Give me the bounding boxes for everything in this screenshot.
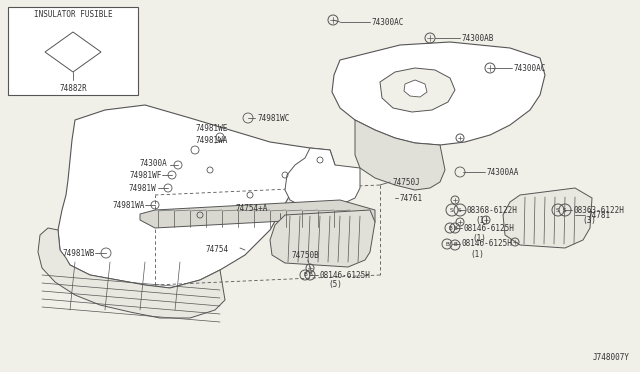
Text: 74761: 74761 [400,193,423,202]
Text: 74781: 74781 [588,211,611,219]
Text: (5): (5) [328,280,342,289]
Text: B: B [453,225,457,231]
Polygon shape [140,200,375,228]
Polygon shape [380,68,455,112]
Text: 74300AC: 74300AC [372,17,404,26]
Text: S: S [458,208,462,212]
Text: 74754: 74754 [205,246,228,254]
Text: B: B [303,273,307,278]
Text: J748007Y: J748007Y [593,353,630,362]
Text: 74882R: 74882R [59,83,87,93]
Polygon shape [45,32,101,72]
Text: 74981WF: 74981WF [130,170,163,180]
Text: 74300AA: 74300AA [487,167,520,176]
Text: (1): (1) [475,215,489,224]
Text: 74981WA: 74981WA [196,135,228,144]
Text: 74981WE: 74981WE [196,124,228,132]
Text: 74981WC: 74981WC [258,113,291,122]
Text: 74754+A: 74754+A [235,203,268,212]
Text: S: S [563,208,567,212]
Text: B: B [308,273,312,278]
Polygon shape [38,228,225,318]
Text: B: B [453,243,457,247]
Polygon shape [285,148,360,210]
Text: B: B [448,225,452,231]
Text: B: B [445,241,449,247]
Text: 74300AB: 74300AB [462,33,494,42]
Polygon shape [404,80,427,97]
Text: (1): (1) [472,234,486,243]
Text: 08146-6125H: 08146-6125H [464,224,515,232]
Polygon shape [355,120,445,190]
Text: 74981WB: 74981WB [62,248,94,257]
Text: (1): (1) [470,250,484,259]
Bar [8,7,138,95]
Text: INSULATOR FUSIBLE: INSULATOR FUSIBLE [34,10,112,19]
Polygon shape [503,188,592,248]
Text: 08363-6122H: 08363-6122H [574,205,625,215]
Text: 74750B: 74750B [292,251,320,260]
Text: S: S [556,208,560,212]
Polygon shape [332,42,545,145]
Text: 74981WA: 74981WA [112,201,145,209]
Text: S: S [450,208,454,212]
Polygon shape [58,105,335,288]
Polygon shape [270,210,375,267]
Text: 74300A: 74300A [140,158,168,167]
Text: (3): (3) [582,215,596,224]
Text: 08368-6122H: 08368-6122H [467,205,518,215]
Text: 08146-6125H: 08146-6125H [462,240,513,248]
Text: 74300AC: 74300AC [514,64,547,73]
Text: 74981W: 74981W [128,183,156,192]
Text: 74750J: 74750J [393,177,420,186]
Text: 08146-6125H: 08146-6125H [320,270,371,279]
